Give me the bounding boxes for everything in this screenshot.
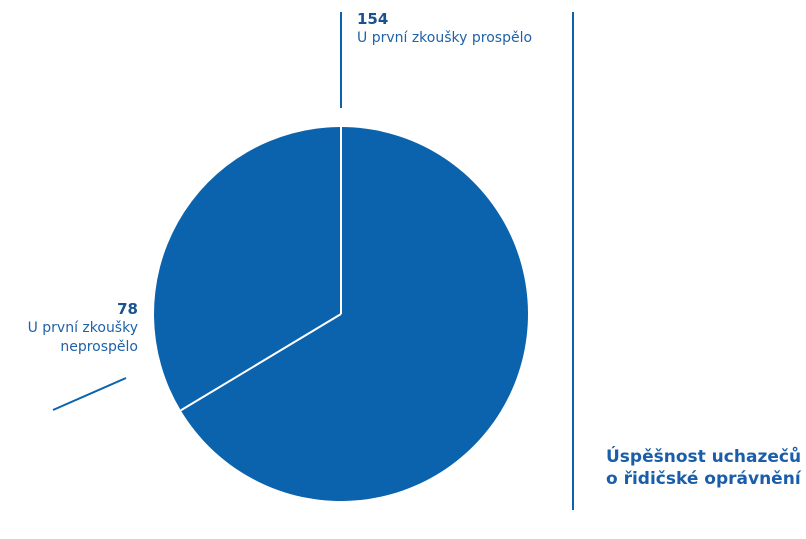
slice-label-fail: 78 U první zkoušky neprospělo	[0, 300, 138, 357]
slice-text-fail: U první zkoušky neprospělo	[27, 320, 138, 355]
chart-title: Úspěšnost uchazečů o řidičské oprávnění	[606, 447, 802, 489]
slice-value-fail: 78	[117, 300, 138, 318]
slice-value-pass: 154	[357, 10, 389, 28]
slice-label-pass: 154 U první zkoušky prospělo	[357, 10, 532, 48]
pie-slice-pass	[180, 127, 529, 501]
slice-text-pass: U první zkoušky prospělo	[357, 30, 533, 46]
pie-slices	[153, 127, 529, 501]
slice-separator-line	[180, 313, 342, 412]
pie-slice-fail	[153, 127, 341, 411]
fail-leader-line	[52, 377, 127, 411]
